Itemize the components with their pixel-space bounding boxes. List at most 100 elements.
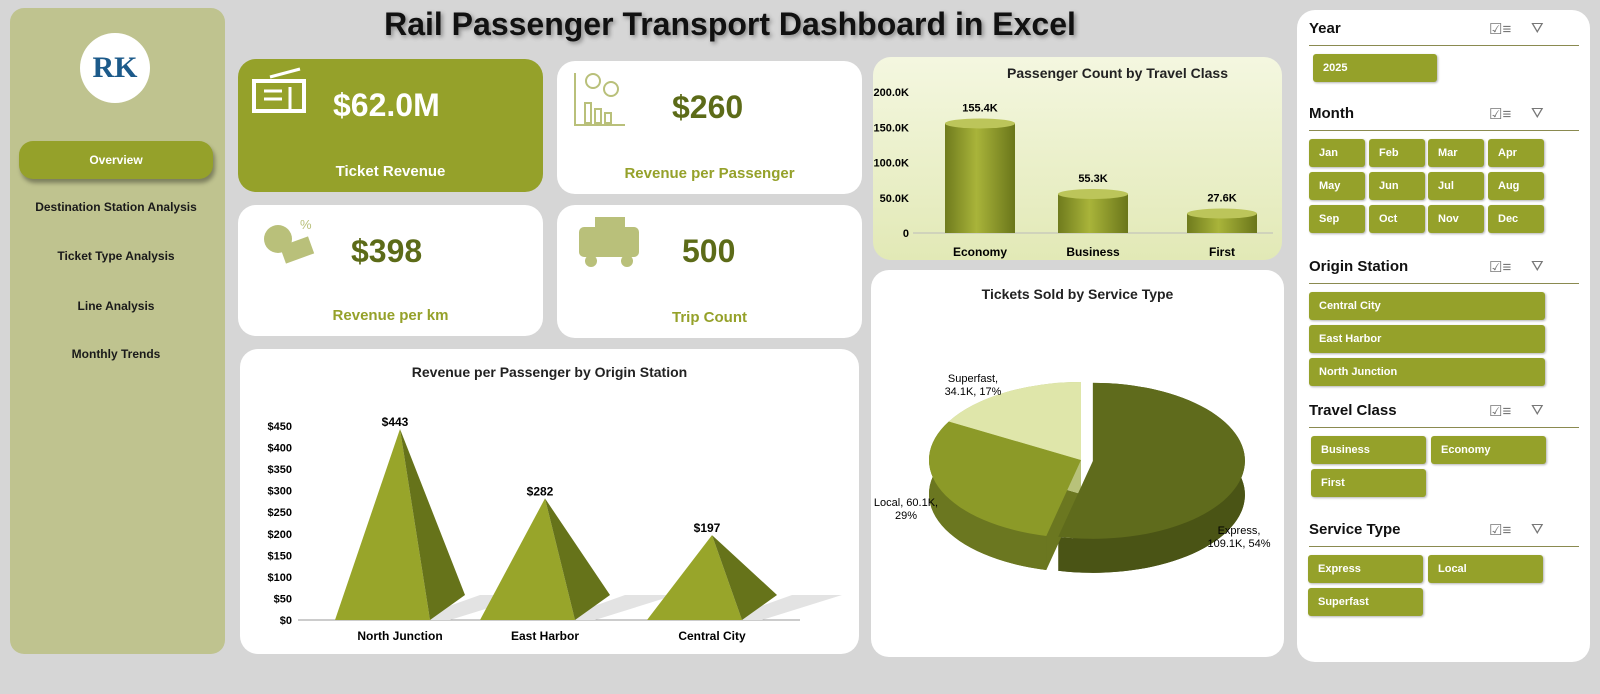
slicer-item-jun[interactable]: Jun [1369, 172, 1425, 200]
nav-line-analysis[interactable]: Line Analysis [77, 299, 155, 313]
bar-side [712, 535, 777, 620]
slicer-item-business[interactable]: Business [1311, 436, 1426, 464]
data-label: Local, 60.1K, 29% [874, 497, 938, 522]
y-tick-label: $100 [268, 572, 292, 584]
slicer-item-2025[interactable]: 2025 [1313, 54, 1437, 82]
slicer-item-feb[interactable]: Feb [1369, 139, 1425, 167]
slicer-panel: Year ☑≡ ⛛ 2025 Month ☑≡ ⛛ Jan Feb Mar Apr May Jun Jul… [1297, 10, 1590, 662]
y-tick-label: 0 [903, 228, 909, 240]
slicer-item-local[interactable]: Local [1428, 555, 1543, 583]
slicer-item-superfast[interactable]: Superfast [1308, 588, 1423, 616]
kpi-revenue-per-passenger: $260 Revenue per Passenger [557, 61, 862, 194]
slicer-header-origin: Origin Station ☑≡ ⛛ [1309, 258, 1579, 284]
chart-title: Revenue per Passenger by Origin Station [411, 364, 688, 380]
slicer-item-economy[interactable]: Economy [1431, 436, 1546, 464]
y-tick-label: $450 [268, 421, 292, 433]
chart-plot: $0 $50 $100 $150 $200 $250 $300 $350 $400 $450 $44… [268, 415, 842, 643]
slicer-item-nov[interactable]: Nov [1428, 205, 1484, 233]
pie-slice [948, 382, 1081, 460]
page-title: Rail Passenger Transport Dashboard in Ex… [384, 6, 1076, 42]
data-label: 27.6K [1207, 193, 1236, 205]
slicer-item-sep[interactable]: Sep [1309, 205, 1365, 233]
pie-slice [929, 421, 1081, 536]
multi-select-icon[interactable]: ☑≡ [1489, 106, 1512, 123]
slicer-header-month: Month ☑≡ ⛛ [1309, 105, 1579, 131]
shadow [722, 595, 842, 620]
data-label: 155.4K [962, 102, 998, 114]
chart-plot: Express, 109.1K, 54% Local, 60.1K, 29% Super… [874, 373, 1271, 573]
kpi-value: $260 [672, 89, 744, 125]
chart-title: Tickets Sold by Service Type [981, 286, 1174, 302]
data-label: $197 [694, 521, 721, 535]
slicer-item-mar[interactable]: Mar [1428, 139, 1484, 167]
slicer-item-express[interactable]: Express [1308, 555, 1423, 583]
clear-filter-icon[interactable]: ⛛ [1531, 105, 1544, 122]
kpi-value: 500 [682, 233, 736, 269]
slicer-item-aug[interactable]: Aug [1488, 172, 1544, 200]
kpi-label: Trip Count [672, 309, 747, 326]
y-tick-label: $50 [274, 593, 292, 605]
multi-select-icon[interactable]: ☑≡ [1489, 21, 1512, 38]
y-tick-label: 200.0K [874, 87, 910, 99]
clear-filter-icon[interactable]: ⛛ [1531, 258, 1544, 275]
y-tick-label: 50.0K [880, 193, 909, 205]
slicer-item-east-harbor[interactable]: East Harbor [1309, 325, 1545, 353]
multi-select-icon[interactable]: ☑≡ [1489, 259, 1512, 276]
slicer-item-oct[interactable]: Oct [1369, 205, 1425, 233]
pie-slice-edge [929, 421, 1047, 570]
data-label: 55.3K [1078, 173, 1107, 185]
y-tick-label: $0 [280, 615, 292, 627]
nav-destination-station-analysis[interactable]: Destination Station Analysis [35, 200, 197, 214]
revenue-per-passenger-chart: Revenue per Passenger by Origin Station … [240, 349, 859, 654]
slicer-title: Service Type [1309, 521, 1401, 538]
x-tick-label: First [1209, 245, 1235, 259]
sidebar: RK Overview Destination Station Analysis… [10, 8, 225, 654]
y-tick-label: 100.0K [874, 158, 910, 170]
nav-overview[interactable]: Overview [19, 141, 213, 179]
x-tick-label: Business [1066, 245, 1120, 259]
y-tick-label: $250 [268, 507, 292, 519]
bar [480, 498, 575, 620]
slicer-item-dec[interactable]: Dec [1488, 205, 1544, 233]
slicer-title: Origin Station [1309, 258, 1409, 275]
data-label: $282 [527, 484, 554, 498]
y-tick-label: $300 [268, 486, 292, 498]
kpi-label: Revenue per Passenger [624, 165, 795, 182]
slicer-item-central-city[interactable]: Central City [1309, 292, 1545, 320]
slicer-item-may[interactable]: May [1309, 172, 1365, 200]
kpi-revenue-per-km: % $398 Revenue per km [238, 205, 543, 336]
y-tick-label: $350 [268, 464, 292, 476]
x-tick-label: East Harbor [511, 629, 579, 643]
revenue-chart-icon [574, 73, 625, 126]
bar-top [1187, 208, 1257, 219]
nav-monthly-trends[interactable]: Monthly Trends [71, 347, 161, 361]
y-tick-label: 150.0K [874, 122, 910, 134]
nav-ticket-type-analysis[interactable]: Ticket Type Analysis [57, 249, 175, 263]
bar [1058, 194, 1128, 233]
bar [1187, 213, 1257, 233]
slicer-item-jan[interactable]: Jan [1309, 139, 1365, 167]
multi-select-icon[interactable]: ☑≡ [1489, 403, 1512, 420]
bar-side [545, 498, 610, 620]
kpi-label: Revenue per km [332, 307, 449, 324]
slicer-title: Travel Class [1309, 402, 1397, 419]
passenger-count-chart: Passenger Count by Travel Class 0 50.0K 10… [873, 57, 1282, 260]
clear-filter-icon[interactable]: ⛛ [1531, 402, 1544, 419]
clear-filter-icon[interactable]: ⛛ [1531, 20, 1544, 37]
slicer-item-north-junction[interactable]: North Junction [1309, 358, 1545, 386]
multi-select-icon[interactable]: ☑≡ [1489, 522, 1512, 539]
bar-side [400, 429, 465, 620]
kpi-ticket-revenue: $62.0M Ticket Revenue [238, 59, 543, 192]
bus-icon [579, 217, 639, 267]
clear-filter-icon[interactable]: ⛛ [1531, 521, 1544, 538]
money-bag-icon: % [264, 217, 315, 264]
y-tick-label: $150 [268, 550, 292, 562]
bar [647, 535, 742, 620]
slicer-item-first[interactable]: First [1311, 469, 1426, 497]
slicer-title: Month [1309, 105, 1354, 122]
slicer-item-jul[interactable]: Jul [1428, 172, 1484, 200]
tickets-by-service-chart: Tickets Sold by Service Type Express, 109… [871, 270, 1284, 657]
slicer-header-travel: Travel Class ☑≡ ⛛ [1309, 402, 1579, 428]
pie-slice [1058, 382, 1245, 539]
slicer-item-apr[interactable]: Apr [1488, 139, 1544, 167]
